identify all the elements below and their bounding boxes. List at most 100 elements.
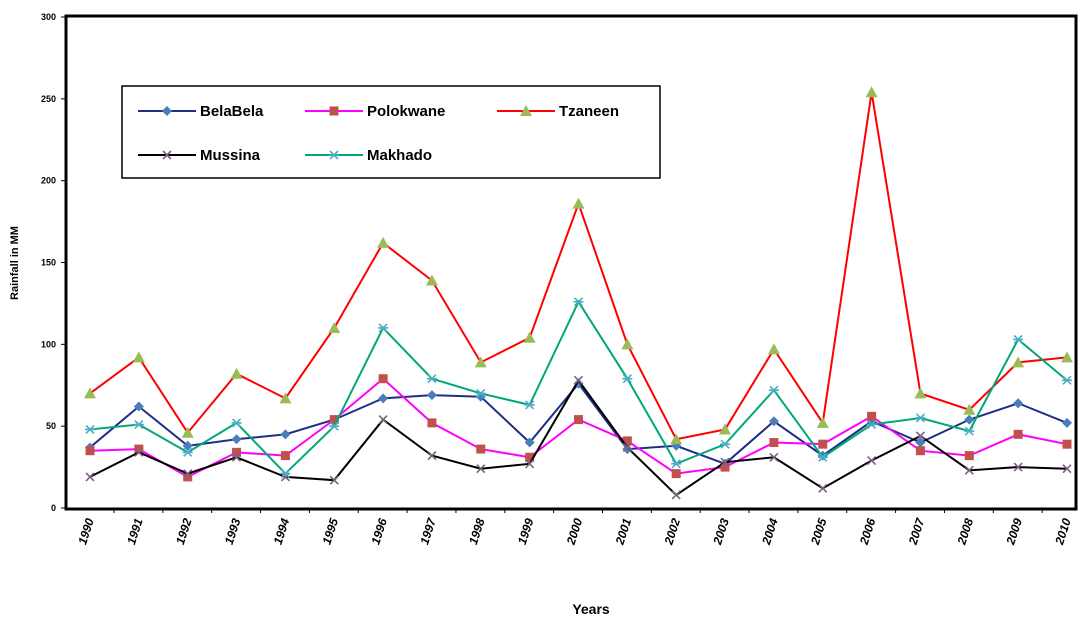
data-point	[964, 426, 975, 436]
legend-marker	[162, 106, 172, 116]
data-point	[378, 415, 388, 425]
data-point	[378, 323, 389, 333]
data-point	[964, 451, 974, 461]
data-point	[133, 401, 144, 412]
data-point	[914, 387, 927, 399]
data-point	[768, 385, 779, 395]
x-tick-label: 1996	[368, 516, 390, 546]
x-tick-label: 2010	[1052, 516, 1074, 547]
data-point	[377, 236, 390, 248]
x-tick-label: 1991	[124, 516, 146, 546]
data-point	[818, 483, 828, 493]
y-tick-label: 50	[46, 421, 56, 431]
x-tick-label: 2008	[954, 516, 976, 547]
legend-label: Makhado	[367, 147, 432, 164]
x-tick-label: 1994	[271, 516, 293, 546]
data-point	[963, 403, 976, 415]
data-point	[182, 440, 193, 451]
data-point	[915, 431, 926, 441]
legend-marker	[162, 150, 172, 160]
x-tick-label: 1997	[417, 515, 439, 546]
data-point	[574, 415, 583, 425]
x-tick-label: 2003	[710, 516, 732, 547]
data-point	[769, 452, 779, 462]
data-point	[964, 465, 974, 475]
data-point	[1012, 356, 1025, 368]
data-point	[280, 469, 291, 479]
x-tick-label: 1999	[515, 516, 537, 546]
data-point	[1062, 417, 1072, 428]
data-point	[476, 464, 486, 474]
data-point	[867, 411, 877, 421]
data-point	[329, 415, 339, 425]
data-point	[231, 452, 242, 462]
data-point	[181, 426, 194, 438]
data-point	[230, 367, 243, 379]
data-point	[85, 472, 95, 482]
data-point	[231, 418, 242, 428]
data-point	[427, 418, 437, 428]
y-tick-label: 200	[41, 176, 56, 186]
legend-label: Mussina	[200, 147, 261, 164]
data-point	[280, 429, 291, 440]
x-tick-label: 2000	[563, 516, 585, 547]
x-tick-label: 1995	[320, 516, 342, 546]
data-point	[768, 416, 779, 427]
data-point	[134, 444, 144, 454]
data-point	[132, 351, 145, 363]
y-tick-label: 100	[41, 339, 56, 349]
x-tick-label: 2001	[612, 516, 634, 547]
data-point	[183, 472, 193, 482]
data-point	[865, 86, 878, 98]
data-point	[671, 459, 682, 469]
legend-label: BelaBela	[200, 103, 264, 120]
data-point	[378, 393, 389, 404]
data-point	[1062, 375, 1072, 385]
x-tick-label: 1992	[173, 516, 195, 546]
x-tick-label: 1998	[466, 516, 488, 546]
legend-marker	[329, 106, 339, 116]
y-tick-label: 300	[41, 12, 56, 22]
legend-box	[121, 85, 661, 179]
data-point	[425, 274, 438, 286]
data-point	[816, 416, 829, 428]
data-point	[280, 451, 290, 461]
data-point	[1013, 429, 1023, 439]
data-point	[818, 439, 828, 449]
data-point	[524, 400, 535, 410]
data-point	[964, 414, 975, 425]
data-point	[231, 434, 242, 445]
data-point	[867, 455, 877, 466]
legend-label: Polokwane	[367, 103, 445, 120]
data-point	[474, 356, 487, 368]
data-point	[817, 452, 828, 462]
y-tick-label: 0	[51, 503, 56, 513]
data-point	[671, 469, 681, 479]
y-axis-title: Rainfall in MM	[9, 226, 21, 300]
data-point	[85, 424, 95, 435]
data-point	[719, 423, 732, 435]
data-point	[720, 439, 731, 449]
data-point	[426, 390, 437, 401]
data-point	[427, 451, 437, 461]
data-point	[720, 462, 730, 472]
x-tick-label: 2005	[808, 516, 830, 547]
x-tick-label: 2006	[857, 516, 879, 547]
data-point	[182, 447, 193, 457]
data-point	[1061, 351, 1073, 363]
x-tick-label: 2007	[905, 515, 927, 547]
data-point	[769, 438, 779, 448]
data-point	[378, 374, 388, 384]
data-point	[572, 197, 585, 209]
x-tick-label: 2004	[759, 516, 781, 547]
legend-marker	[520, 105, 532, 116]
legend-marker	[329, 150, 339, 160]
data-point	[476, 444, 486, 454]
data-point	[573, 375, 584, 385]
data-point	[232, 447, 242, 457]
data-point	[183, 469, 193, 479]
x-tick-label: 2009	[1003, 516, 1025, 547]
data-point	[767, 343, 780, 355]
